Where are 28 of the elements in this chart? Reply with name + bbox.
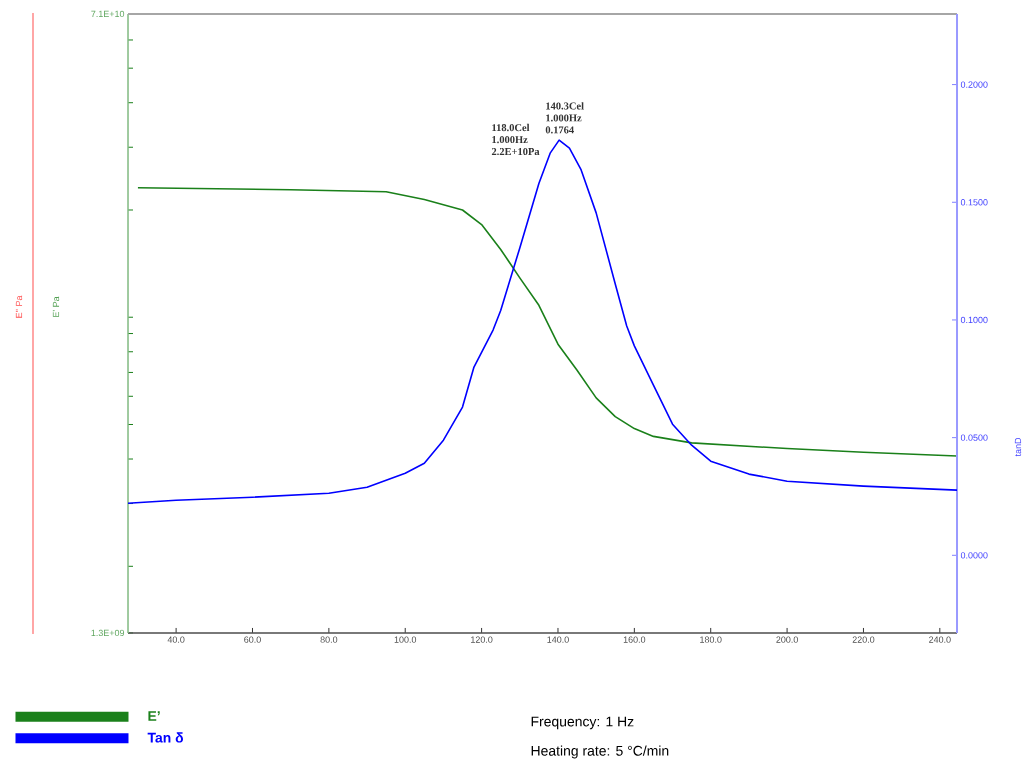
x-tick-label: 180.0 [700,636,722,643]
text: Frequency: 1 Hz [531,716,634,730]
text: E’ [148,711,160,721]
line-series [137,186,958,457]
x-tick-label: 60.0 [244,636,261,643]
y2-axis-title: tanD [1014,437,1022,457]
y2-tick-label: 0.0500 [960,434,988,441]
x-tick-label: 220.0 [852,636,875,643]
x-tick-label: 100.0 [394,636,417,643]
x-tick-label: 240.0 [929,636,951,643]
annotation: 118.0Cel 1.000Hz 2.2E+10Pa [491,123,540,156]
x-tick-label: 80.0 [320,636,338,643]
text: Tan δ [147,732,183,743]
y2-tick-label: 0.1000 [960,316,988,324]
text: E'' Pa [15,295,23,318]
x-tick-label: 160.0 [623,636,646,643]
annotation: 140.3Cel 1.000Hz 0.1764 [545,102,584,134]
x-tick-label: 200.0 [776,636,798,643]
x-tick-label: 40.0 [167,636,185,643]
y-tick-label: 7.1E+10 [91,10,125,18]
text: Heating rate: 5 °C/min [531,745,669,759]
x-tick-label: 140.0 [547,636,569,643]
y-axis-title: E' Pa [52,296,60,317]
y-tick-label: 1.3E+09 [91,629,125,637]
y2-tick-label: 0.2000 [960,81,988,88]
y2-tick-label: 0.1500 [960,199,988,206]
y2-tick-label: 0.0000 [960,552,988,559]
x-tick-label: 120.0 [471,636,493,643]
